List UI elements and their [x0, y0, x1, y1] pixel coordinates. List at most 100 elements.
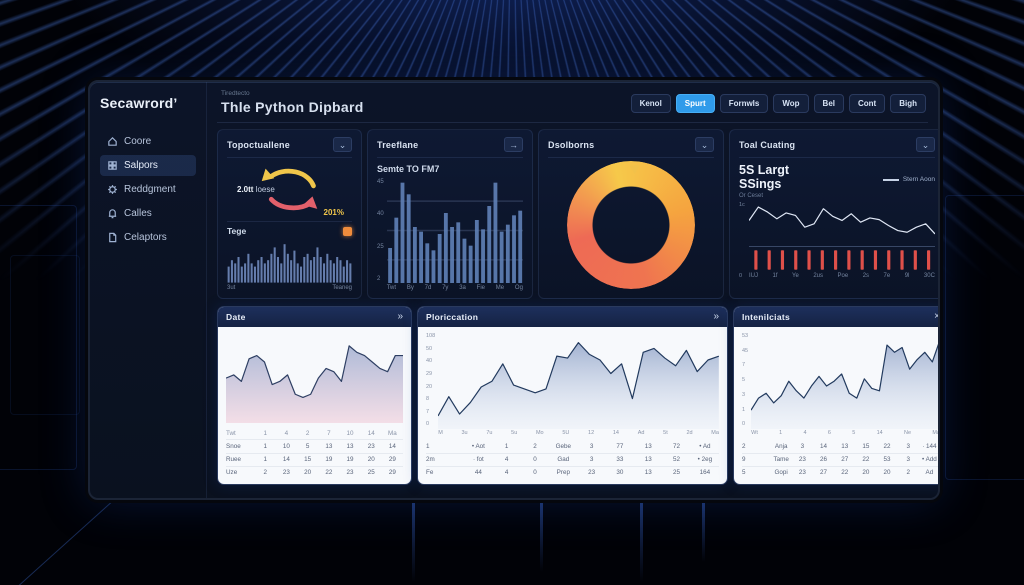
- axis-tick-label: 30C: [923, 273, 935, 279]
- axis-tick-label: 1: [779, 430, 783, 437]
- coating-line-chart: [749, 202, 935, 244]
- grid-icon: [108, 161, 117, 170]
- background-glow-line: [540, 502, 543, 572]
- header-eyebrow: Tiredtecto: [221, 90, 250, 97]
- table-cell: 13: [325, 443, 333, 451]
- subcard-header: Tege: [227, 221, 352, 236]
- axis-tick-label: 1: [742, 406, 746, 413]
- axis-tick-label: 14: [612, 430, 619, 437]
- white-card-header: Date »: [218, 307, 411, 327]
- table-cell: 0: [533, 456, 537, 464]
- table-cell: Ma: [388, 429, 397, 437]
- table-cell: 23: [367, 443, 375, 451]
- header-button-spurt[interactable]: Spurt: [675, 94, 715, 113]
- header-button-bigh[interactable]: Bigh: [890, 94, 926, 113]
- table-row: Twt 1 4 2 7 10 14 Ma: [226, 427, 403, 439]
- table-cell: Twt: [226, 429, 236, 437]
- axis-tick-label: 0: [742, 421, 746, 428]
- cycle-percent: 201%: [323, 208, 344, 218]
- axis-tick-label: 40: [426, 358, 433, 365]
- cycle-center-text: 2.0tt loese: [237, 185, 275, 194]
- table-cell: Gad: [557, 456, 570, 464]
- table-cell: 3: [906, 443, 910, 451]
- axis-tick-label: 45: [742, 347, 749, 354]
- table-cell: Prep: [556, 469, 570, 477]
- table-cell: Ruee: [226, 456, 242, 464]
- card-title: Topoctuallene: [227, 139, 290, 150]
- top-bar: Tiredtecto Thle Python Dipbard Kenol Spur…: [217, 82, 928, 123]
- table-cell: 23: [798, 469, 806, 477]
- intenilciats-area-chart: [751, 333, 938, 430]
- close-icon[interactable]: ×: [934, 311, 940, 322]
- card-deolborns: Dsolborns ⌄: [538, 129, 724, 299]
- table-cell: 0: [533, 469, 537, 477]
- table-cell: 44: [474, 469, 482, 477]
- sidebar-item-celaptors[interactable]: Celaptors: [100, 227, 196, 248]
- cycle-value: 2.0tt: [237, 185, 254, 194]
- axis-tick-label: 7d: [424, 285, 432, 291]
- expand-icon[interactable]: »: [713, 311, 719, 322]
- table-cell: 2: [533, 443, 537, 451]
- table-cell: Anja: [774, 443, 788, 451]
- table-cell: 20: [862, 469, 870, 477]
- table-cell: 10: [346, 429, 354, 437]
- axis-tick-label: By: [406, 285, 414, 291]
- table-cell: 22: [325, 469, 333, 477]
- header-actions: Kenol Spurt Fornwls Wop Bel Cont Bigh: [630, 94, 926, 115]
- table-cell: 14: [820, 443, 828, 451]
- home-icon: [108, 136, 117, 146]
- title-block: Tiredtecto Thle Python Dipbard: [221, 90, 364, 115]
- axis-tick-label: IUJ: [749, 273, 758, 279]
- plorication-chart-col: M 3u 7u 5u Mo 5U 12 14 Ad 5t 2d Ma: [438, 333, 719, 436]
- sidebar-item-coore[interactable]: Coore: [100, 131, 196, 152]
- chevron-down-icon[interactable]: ⌄: [695, 137, 714, 152]
- sidebar-item-reddgment[interactable]: Reddgment: [100, 179, 196, 200]
- table-cell: 20: [304, 469, 312, 477]
- sidebar-item-calles[interactable]: Calles: [100, 203, 196, 224]
- card-date: Date » Twt 1 4 2 7 10 14 Ma Snoe 1 10 5 13 13 23 14 Ruee…: [217, 306, 412, 485]
- sidebar-item-label: Coore: [124, 136, 152, 147]
- white-card-body: 108 50 40 29 20 8 7 0 M 3u 7u 5u Mo 5U 12 14 Ad 5t 2d Ma 1…: [418, 327, 727, 484]
- header-button-bel[interactable]: Bel: [813, 94, 844, 113]
- cycle-arrows-icon: [261, 168, 318, 211]
- table-cell: Tame: [773, 456, 789, 464]
- tege-x-axis-labels: 3ut Teaneg: [227, 285, 352, 291]
- timeline-x-axis-labels: Twt By 7d 7y 3a Fie Me Og: [387, 285, 523, 291]
- background-glow-line: [702, 502, 705, 562]
- header-button-kenol[interactable]: Kenol: [630, 94, 671, 113]
- background-wireframe: [10, 255, 80, 415]
- table-row: 9 Tame 23 26 27 22 53 3 • Add: [742, 452, 938, 466]
- axis-tick-label: 7: [742, 362, 746, 369]
- axis-tick-label: 7: [426, 408, 430, 415]
- tege-bar-chart: [227, 244, 352, 283]
- tag-icon[interactable]: [343, 226, 352, 236]
- expand-icon[interactable]: »: [397, 311, 403, 322]
- table-cell: 3: [906, 456, 910, 464]
- table-cell: • Add: [921, 456, 937, 464]
- table-cell: 4: [504, 469, 509, 477]
- timeline-y-axis-labels: 45 40 25 2: [377, 178, 384, 291]
- table-cell: 29: [388, 456, 396, 464]
- intenilciats-x-axis-labels: Wt 1 4 6 5 14 Ne Ma: [751, 430, 938, 437]
- table-row: Fe 44 4 0 Prep 23 30 13 25 164: [426, 465, 719, 479]
- date-data-table: Twt 1 4 2 7 10 14 Ma Snoe 1 10 5 13 13 23 14 Ruee 1 14 15 19…: [226, 427, 403, 479]
- axis-tick-label: 2d: [686, 430, 693, 437]
- chevron-down-icon[interactable]: ⌄: [916, 137, 935, 152]
- card-header: Treeflane →: [377, 137, 523, 158]
- axis-tick-label: 53: [742, 333, 749, 339]
- axis-tick-label: 3: [742, 391, 746, 398]
- chevron-down-icon[interactable]: ⌄: [333, 137, 352, 152]
- white-card-header: Ploriccation »: [418, 307, 727, 327]
- header-button-fornwls[interactable]: Fornwls: [719, 94, 769, 113]
- header-button-wop[interactable]: Wop: [773, 94, 809, 113]
- header-button-cont[interactable]: Cont: [849, 94, 886, 113]
- axis-tick-label: 5: [852, 430, 856, 437]
- intenilciats-chart-col: Wt 1 4 6 5 14 Ne Ma: [751, 333, 938, 437]
- coating-subtext: Or Ceset: [739, 193, 764, 199]
- card-title: Toal Cuating: [739, 139, 796, 150]
- arrow-right-icon[interactable]: →: [504, 137, 523, 152]
- sidebar-item-salpors[interactable]: Salpors: [100, 155, 196, 176]
- table-cell: 13: [644, 456, 652, 464]
- axis-tick-label: 50: [426, 345, 433, 352]
- axis-tick-label: Og: [514, 285, 523, 291]
